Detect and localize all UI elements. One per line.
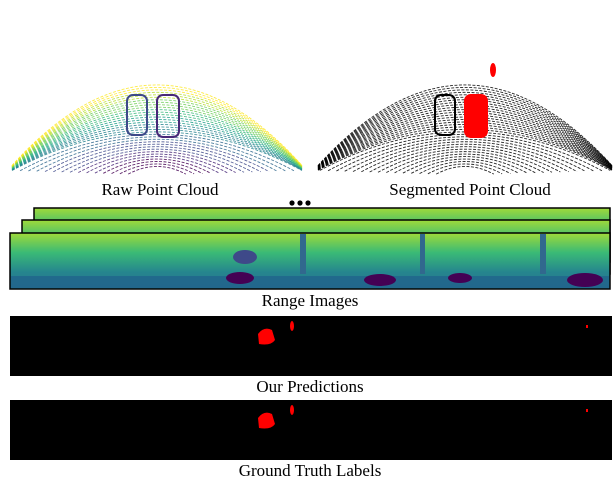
scan-line bbox=[11, 128, 303, 171]
range-image-stack bbox=[9, 207, 611, 290]
scan-line bbox=[490, 63, 496, 77]
scan-line bbox=[361, 143, 569, 173]
raw-point-cloud-image bbox=[11, 84, 303, 175]
scan-line bbox=[86, 153, 228, 174]
scan-line bbox=[11, 131, 303, 171]
scan-line bbox=[126, 94, 148, 136]
scan-line bbox=[336, 136, 594, 172]
scan-line bbox=[434, 94, 456, 136]
caption: Raw Point Cloud bbox=[101, 180, 219, 199]
scan-line bbox=[127, 166, 187, 175]
scan-line bbox=[317, 94, 613, 167]
scan-line bbox=[352, 141, 578, 172]
scan-line bbox=[11, 96, 303, 168]
scan-line bbox=[78, 151, 236, 173]
scan-line bbox=[369, 146, 561, 173]
scan-line bbox=[28, 136, 286, 172]
scan-line bbox=[317, 96, 613, 168]
scan-line bbox=[419, 161, 511, 174]
scan-line bbox=[44, 141, 270, 172]
scan-line bbox=[11, 116, 303, 170]
scan-line bbox=[317, 91, 613, 167]
scan-line bbox=[317, 86, 613, 167]
scan-line bbox=[11, 94, 303, 167]
scan-line bbox=[11, 104, 303, 168]
scan-line bbox=[11, 91, 303, 167]
caption: Range Images bbox=[261, 291, 359, 310]
caption: Our Predictions bbox=[256, 377, 364, 396]
scan-line bbox=[19, 133, 295, 172]
scan-line bbox=[411, 158, 519, 174]
scan-line bbox=[344, 138, 586, 172]
scan-line bbox=[427, 163, 503, 175]
scan-line bbox=[377, 148, 553, 173]
scan-line bbox=[11, 84, 303, 166]
scan-line bbox=[435, 166, 495, 175]
scan-line bbox=[53, 143, 261, 173]
scan-line bbox=[319, 131, 611, 171]
scan-line bbox=[11, 114, 303, 170]
scan-line bbox=[11, 89, 303, 167]
scan-line bbox=[61, 146, 253, 173]
scan-line bbox=[327, 133, 603, 172]
scan-line bbox=[317, 99, 613, 168]
scan-line bbox=[69, 148, 245, 173]
scan-line bbox=[402, 156, 528, 174]
scan-line bbox=[119, 163, 195, 175]
predictions-image bbox=[10, 316, 612, 376]
scan-line bbox=[156, 94, 180, 138]
scan-line bbox=[317, 84, 613, 166]
scan-line bbox=[464, 94, 488, 138]
ellipsis bbox=[289, 200, 311, 206]
segmented-point-cloud-image bbox=[317, 63, 613, 175]
scan-line bbox=[386, 151, 544, 173]
scan-line bbox=[103, 158, 211, 174]
caption: Ground Truth Labels bbox=[238, 461, 382, 480]
scan-line bbox=[94, 156, 220, 174]
scan-line bbox=[11, 86, 303, 167]
ground-truth-image bbox=[10, 400, 612, 460]
caption: Segmented Point Cloud bbox=[389, 180, 551, 199]
scan-line bbox=[394, 153, 536, 174]
scan-line bbox=[36, 138, 278, 172]
scan-line bbox=[111, 161, 203, 174]
scan-line bbox=[317, 119, 613, 170]
scan-line bbox=[317, 109, 613, 169]
